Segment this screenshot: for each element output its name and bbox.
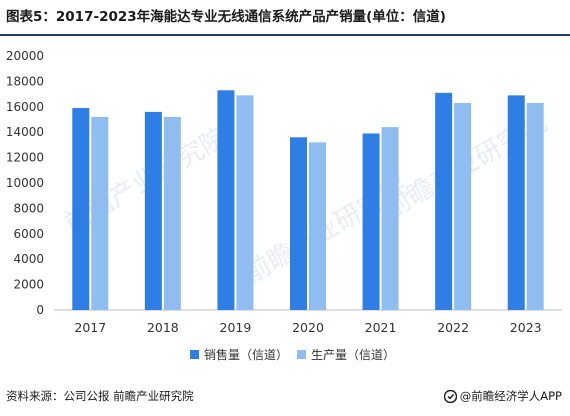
bar-production-2021 [381, 127, 399, 311]
x-tick-label: 2019 [220, 320, 252, 335]
bar-production-2017 [91, 116, 109, 311]
y-tick-label: 18000 [6, 74, 44, 88]
x-tick-label: 2022 [437, 320, 469, 335]
y-tick-label: 2000 [13, 278, 44, 292]
y-tick-label: 20000 [6, 49, 44, 63]
brand-credit: @前瞻经济学人APP [443, 387, 562, 405]
chart-title: 图表5：2017-2023年海能达专业无线通信系统产品产销量(单位：信道) [6, 9, 446, 25]
bar-sales-2018 [144, 111, 162, 310]
x-tick-label: 2018 [147, 320, 179, 335]
legend-label-1: 销售量（信道） [204, 347, 288, 362]
brand-logo-icon [443, 389, 457, 403]
bar-sales-2020 [290, 137, 307, 310]
x-tick-label: 2017 [74, 320, 106, 335]
bar-production-2018 [163, 116, 181, 311]
y-tick-label: 4000 [13, 252, 44, 266]
bar-sales-2023 [507, 95, 525, 310]
x-tick-label: 2023 [510, 320, 542, 335]
brand-label: @前瞻经济学人APP [459, 389, 562, 403]
bar-sales-2021 [362, 133, 380, 310]
y-tick-label: 14000 [6, 125, 44, 139]
bar-chart: 前瞻产业研究院前瞻产业研究院前瞻产业研究院0200040006000800010… [6, 49, 562, 362]
bar-sales-2019 [217, 90, 235, 310]
bar-sales-2022 [435, 92, 453, 310]
legend-swatch-2 [297, 350, 306, 359]
legend-label-2: 生产量（信道） [311, 348, 395, 362]
title-divider [0, 34, 570, 36]
legend-swatch-1 [190, 350, 199, 359]
source-note: 资料来源：公司公报 前瞻产业研究院 [6, 389, 194, 403]
y-tick-label: 8000 [13, 201, 44, 215]
bar-production-2023 [526, 102, 544, 311]
y-tick-label: 16000 [6, 100, 44, 114]
y-tick-label: 12000 [6, 151, 44, 165]
bar-production-2019 [236, 95, 254, 310]
y-tick-label: 10000 [6, 176, 44, 190]
bar-production-2020 [309, 142, 326, 310]
x-tick-label: 2020 [292, 320, 324, 335]
y-tick-label: 6000 [13, 227, 44, 241]
x-tick-label: 2021 [365, 320, 397, 335]
bar-production-2022 [454, 102, 472, 311]
y-tick-label: 0 [36, 303, 44, 317]
bar-sales-2017 [72, 108, 90, 310]
